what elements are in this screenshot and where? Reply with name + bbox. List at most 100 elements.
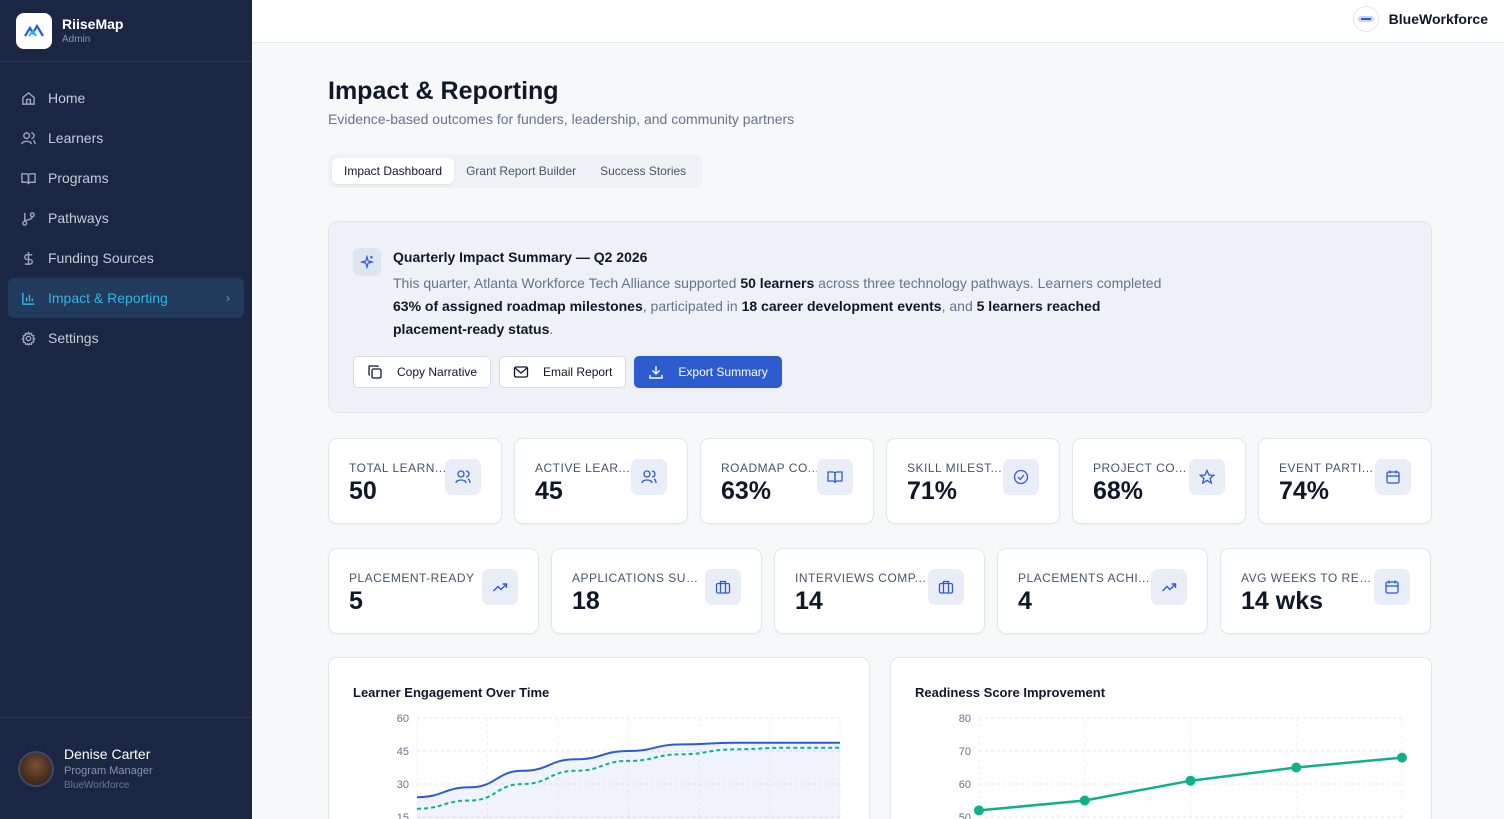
stat-card-total-learners[interactable]: TOTAL LEARN... 50: [328, 438, 502, 524]
y-tick-label: 60: [397, 713, 409, 725]
stat-card-project-completion[interactable]: PROJECT CO... 68%: [1072, 438, 1246, 524]
email-report-button[interactable]: Email Report: [499, 356, 627, 388]
stat-card-event-participation[interactable]: EVENT PARTI... 74%: [1258, 438, 1432, 524]
tab-impact-dashboard[interactable]: Impact Dashboard: [332, 158, 455, 184]
sidebar-nav: Home Learners Programs Pathways Funding …: [0, 62, 252, 358]
calendar-icon: [1375, 459, 1411, 495]
stat-value: 50: [349, 477, 377, 505]
tab-success-stories[interactable]: Success Stories: [600, 164, 687, 178]
stats-row-placement: PLACEMENT-READY 5 APPLICATIONS SUB... 18…: [328, 548, 1431, 634]
avatar: [18, 750, 54, 787]
data-point: [974, 805, 984, 816]
stat-value: 18: [572, 587, 600, 615]
book-icon: [817, 459, 853, 495]
stat-value: 14 wks: [1241, 587, 1324, 615]
stat-card-skill-milestones[interactable]: SKILL MILEST... 71%: [886, 438, 1060, 524]
summary-text: This quarter, Atlanta Workforce Tech All…: [393, 275, 741, 291]
download-icon: [648, 364, 664, 380]
stat-value: 5: [349, 587, 363, 615]
stat-label: ACTIVE LEAR...: [535, 461, 631, 475]
sidebar-item-label: Learners: [48, 130, 104, 146]
export-summary-button[interactable]: Export Summary: [634, 356, 782, 388]
sidebar-item-label: Funding Sources: [48, 250, 154, 266]
trending-up-icon: [482, 569, 518, 605]
data-point: [1185, 775, 1196, 786]
stat-label: PLACEMENT-READY: [349, 571, 475, 585]
org-name: BlueWorkforce: [1388, 11, 1488, 27]
brand-logo-icon: [16, 12, 52, 49]
check-circle-icon: [1003, 459, 1039, 495]
summary-text: .: [549, 321, 554, 337]
sidebar-item-funding-sources[interactable]: Funding Sources: [8, 238, 244, 278]
stat-label: AVG WEEKS TO REA...: [1241, 571, 1373, 585]
y-tick-label: 45: [397, 746, 409, 758]
sidebar-item-programs[interactable]: Programs: [8, 158, 244, 198]
users-icon: [445, 459, 481, 495]
series-line: [416, 746, 840, 810]
sidebar-item-label: Impact & Reporting: [48, 290, 168, 306]
data-point: [1079, 795, 1090, 806]
data-point: [1397, 752, 1407, 763]
stat-card-roadmap-completion[interactable]: ROADMAP CO... 63%: [700, 438, 874, 524]
sidebar-item-home[interactable]: Home: [8, 78, 244, 118]
stat-value: 45: [535, 477, 563, 505]
stat-card-applications-submitted[interactable]: APPLICATIONS SUB... 18: [551, 548, 762, 634]
stat-card-interviews-completed[interactable]: INTERVIEWS COMP... 14: [774, 548, 985, 634]
user-name: Denise Carter: [64, 745, 151, 762]
stat-card-active-learners[interactable]: ACTIVE LEAR... 45: [514, 438, 688, 524]
stat-card-placement-ready[interactable]: PLACEMENT-READY 5: [328, 548, 539, 634]
sidebar-item-pathways[interactable]: Pathways: [8, 198, 244, 238]
impact-summary-card: Quarterly Impact Summary — Q2 2026 This …: [328, 221, 1432, 413]
stat-label: PLACEMENTS ACHI...: [1018, 571, 1150, 585]
sidebar-item-label: Settings: [48, 330, 99, 346]
stat-label: SKILL MILEST...: [907, 461, 1003, 475]
stat-label: PROJECT CO...: [1093, 461, 1187, 475]
gear-icon: [20, 330, 36, 346]
tab-bar: Impact Dashboard Grant Report Builder Su…: [328, 154, 703, 188]
sidebar-item-label: Programs: [48, 170, 109, 186]
briefcase-icon: [705, 569, 741, 605]
sparkles-icon: [353, 248, 381, 276]
series-area: [417, 742, 840, 819]
copy-icon: [367, 364, 383, 380]
bar-chart-icon: [20, 290, 36, 306]
y-tick-label: 50: [959, 812, 971, 819]
summary-body: This quarter, Atlanta Workforce Tech All…: [393, 272, 1173, 341]
page-subtitle: Evidence-based outcomes for funders, lea…: [328, 111, 795, 127]
mail-icon: [513, 364, 529, 380]
sidebar-item-label: Home: [48, 90, 86, 106]
copy-narrative-button[interactable]: Copy Narrative: [353, 356, 492, 388]
summary-text: , participated in: [642, 298, 742, 314]
sidebar-item-learners[interactable]: Learners: [8, 118, 244, 158]
summary-highlight: 63% of assigned roadmap milestones: [393, 298, 643, 314]
readiness-chart-card: Readiness Score Improvement 80 70 60 50: [890, 657, 1432, 819]
page-title: Impact & Reporting: [328, 77, 559, 105]
org-switcher[interactable]: BlueWorkforce: [1352, 6, 1488, 32]
user-profile[interactable]: Denise Carter Program Manager BlueWorkfo…: [0, 717, 252, 819]
dollar-icon: [20, 250, 36, 266]
summary-highlight: 50 learners: [740, 275, 815, 291]
button-label: Email Report: [543, 365, 613, 379]
engagement-chart: 60 45 30 15: [397, 713, 841, 819]
sidebar-item-impact-reporting[interactable]: Impact & Reporting ›: [8, 278, 244, 318]
calendar-icon: [1374, 569, 1410, 605]
chart-title: Readiness Score Improvement: [915, 685, 1106, 700]
org-logo-icon: [1352, 6, 1379, 32]
tab-grant-report-builder[interactable]: Grant Report Builder: [466, 164, 577, 178]
topbar: BlueWorkforce: [252, 0, 1504, 43]
sidebar-item-settings[interactable]: Settings: [8, 318, 244, 358]
stat-card-placements-achieved[interactable]: PLACEMENTS ACHI... 4: [997, 548, 1208, 634]
readiness-chart: 80 70 60 50: [959, 713, 1407, 819]
y-tick-label: 60: [959, 779, 971, 791]
stats-row-engagement: TOTAL LEARN... 50 ACTIVE LEAR... 45 ROAD…: [328, 438, 1432, 524]
stat-label: INTERVIEWS COMP...: [795, 571, 927, 585]
brand[interactable]: RiiseMap Admin: [0, 0, 252, 62]
summary-title: Quarterly Impact Summary — Q2 2026: [393, 249, 648, 265]
star-icon: [1189, 459, 1225, 495]
sidebar: RiiseMap Admin Home Learners Programs Pa…: [0, 0, 252, 819]
brand-name: RiiseMap: [62, 15, 124, 32]
stat-label: EVENT PARTI...: [1279, 461, 1374, 475]
stat-card-avg-weeks-to-ready[interactable]: AVG WEEKS TO REA... 14 wks: [1220, 548, 1431, 634]
summary-text: across three technology pathways. Learne…: [814, 275, 1162, 291]
briefcase-icon: [928, 569, 964, 605]
